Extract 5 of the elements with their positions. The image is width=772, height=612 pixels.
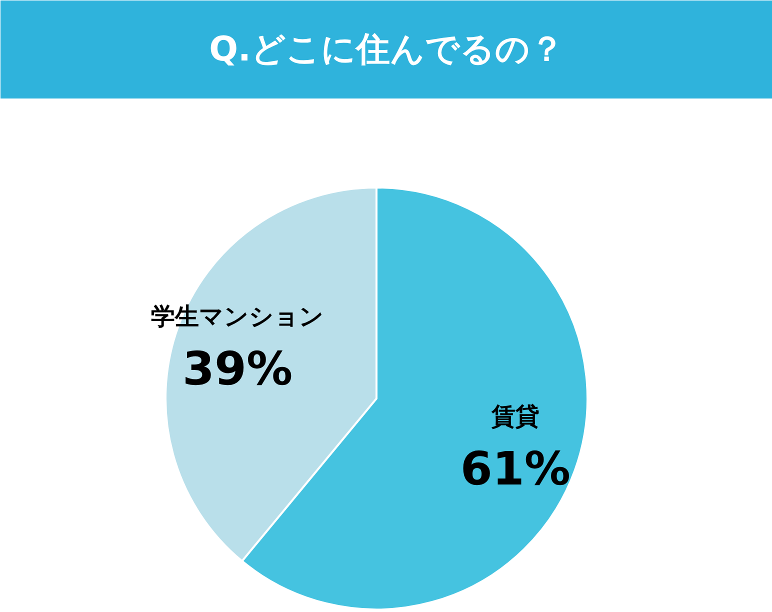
data-label: 39%	[182, 341, 293, 396]
slice-label: 賃貸	[490, 402, 540, 431]
chart-title: Q.どこに住んでるの？	[209, 30, 564, 70]
slice-label: 学生マンション	[151, 302, 324, 330]
data-label: 61%	[460, 442, 571, 496]
